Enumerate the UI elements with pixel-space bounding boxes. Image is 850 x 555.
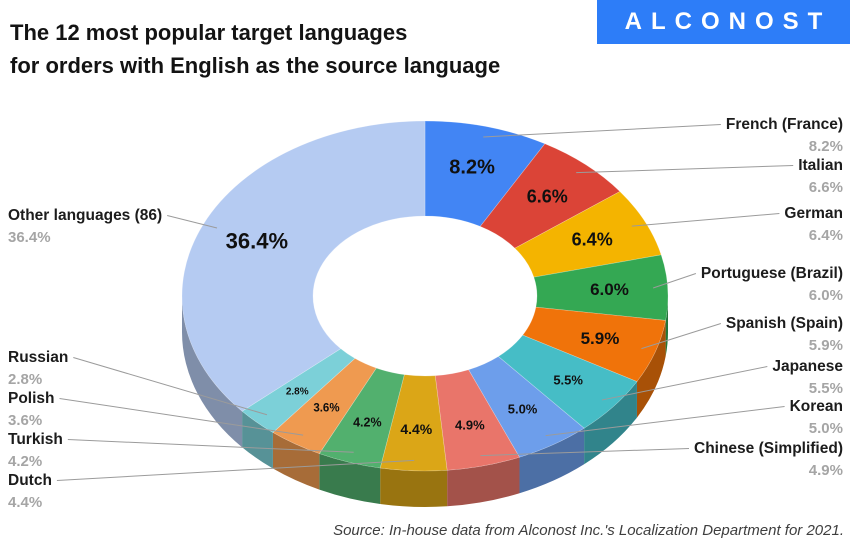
callout-name-japanese: Japanese: [772, 358, 843, 375]
callout-value-spanish-spain: 5.9%: [808, 337, 843, 354]
callout-line-japanese: [601, 366, 768, 401]
callout-value-french-france: 8.2%: [808, 138, 843, 155]
callout-name-polish: Polish: [8, 390, 55, 407]
slice-french-france: [424, 120, 546, 227]
callout-spanish-spain: Spanish (Spain) 5.9%: [726, 314, 843, 355]
callout-value-german: 6.4%: [808, 227, 843, 244]
callout-line-korean: [545, 406, 785, 437]
callout-name-italian: Italian: [798, 157, 843, 174]
callout-french-france: French (France) 8.2%: [726, 115, 843, 156]
callout-dutch: Dutch 4.4%: [8, 471, 52, 512]
slice-value-label-other-languages-86: 36.4%: [226, 229, 288, 254]
callout-chinese-simplified: Chinese (Simplified) 4.9%: [694, 439, 843, 480]
slice-wall-portuguese-brazil: [665, 296, 668, 357]
callout-name-russian: Russian: [8, 349, 69, 366]
slice-value-labels: 8.2% 6.6% 6.4% 6.0% 5.9% 5.5% 5.0% 4.9% 4.4% 4.2%…: [226, 156, 629, 436]
callout-value-dutch: 4.4%: [8, 494, 43, 511]
callout-value-russian: 2.8%: [8, 371, 43, 388]
callout-value-chinese-simplified: 4.9%: [808, 462, 843, 479]
callout-value-korean: 5.0%: [808, 420, 843, 437]
callout-name-chinese-simplified: Chinese (Simplified): [694, 440, 843, 457]
slice-wall-dutch: [380, 467, 448, 507]
slice-spanish-spain: [522, 306, 666, 382]
callout-lines: [56, 124, 794, 481]
callout-polish: Polish 3.6%: [8, 389, 55, 430]
callout-name-dutch: Dutch: [8, 472, 52, 489]
callout-german: German 6.4%: [784, 204, 843, 245]
donut-top-surface: [181, 120, 669, 472]
callout-value-japanese: 5.5%: [808, 380, 843, 397]
callout-line-dutch: [56, 459, 415, 481]
slice-value-label-turkish: 4.2%: [353, 415, 382, 429]
callout-value-italian: 6.6%: [808, 179, 843, 196]
source-note: Source: In-house data from Alconost Inc.…: [333, 522, 844, 539]
slice-value-label-russian: 2.8%: [286, 387, 309, 398]
slice-portuguese-brazil: [533, 254, 669, 321]
slice-value-label-chinese-simplified: 4.9%: [455, 418, 485, 433]
slice-italian: [479, 143, 621, 249]
slice-german: [514, 191, 662, 278]
callout-value-polish: 3.6%: [8, 412, 43, 429]
callout-value-portuguese-brazil: 6.0%: [808, 287, 843, 304]
slice-wall-russian: [242, 411, 273, 469]
callout-japanese: Japanese 5.5%: [772, 357, 843, 398]
slice-value-label-portuguese-brazil: 6.0%: [590, 280, 629, 299]
page-title-line-1: The 12 most popular target languages: [10, 20, 408, 45]
slice-value-label-korean: 5.0%: [508, 401, 538, 416]
slice-value-label-italian: 6.6%: [527, 186, 568, 206]
callout-line-turkish: [67, 439, 354, 453]
slice-value-label-german: 6.4%: [572, 230, 613, 250]
alconost-logo-text: ALCONOST: [624, 8, 832, 35]
callout-line-chinese-simplified: [480, 448, 690, 457]
slice-wall-other-languages-86: [182, 296, 243, 448]
slice-wall-polish: [272, 432, 320, 490]
callout-line-spanish-spain: [641, 323, 722, 350]
callout-line-german: [631, 213, 780, 227]
page-title-line-2: for orders with English as the source la…: [10, 53, 501, 78]
slice-wall-chinese-simplified: [447, 457, 520, 507]
slice-japanese: [497, 334, 638, 429]
callout-line-polish: [59, 398, 304, 436]
slice-wall-spanish-spain: [636, 320, 666, 418]
slice-chinese-simplified: [434, 369, 520, 471]
callout-russian: Russian 2.8%: [8, 348, 68, 389]
callout-value-turkish: 4.2%: [8, 453, 43, 470]
callout-name-other-languages-86: Other languages (86): [8, 207, 163, 224]
slice-other-languages-86: [181, 120, 426, 412]
callout-line-russian: [73, 357, 268, 416]
donut-side-walls: [182, 296, 668, 507]
alconost-logo: ALCONOST: [597, 0, 850, 44]
callout-line-french-france: [483, 124, 721, 138]
callout-value-other-languages-86: 36.4%: [8, 229, 51, 246]
slice-polish: [272, 358, 377, 454]
callout-line-portuguese-brazil: [652, 273, 697, 289]
callout-name-spanish-spain: Spanish (Spain): [725, 315, 843, 332]
callout-line-other-languages-86: [167, 215, 218, 229]
slice-wall-japanese: [584, 381, 637, 465]
callout-name-french-france: French (France): [725, 116, 843, 133]
callout-name-korean: Korean: [789, 398, 843, 415]
slice-value-label-polish: 3.6%: [313, 402, 339, 414]
slice-wall-turkish: [319, 453, 381, 504]
callout-portuguese-brazil: Portuguese (Brazil) 6.0%: [701, 264, 843, 305]
slice-value-label-spanish-spain: 5.9%: [581, 329, 620, 348]
callout-korean: Korean 5.0%: [790, 397, 843, 438]
slice-value-label-french-france: 8.2%: [449, 156, 495, 178]
callout-name-german: German: [784, 205, 843, 222]
callout-other-languages-86: Other languages (86) 36.4%: [8, 206, 162, 247]
slice-wall-korean: [519, 428, 585, 494]
callout-turkish: Turkish 4.2%: [8, 430, 63, 471]
slice-korean: [468, 356, 585, 458]
slice-value-label-japanese: 5.5%: [553, 373, 583, 388]
callout-name-turkish: Turkish: [8, 431, 63, 448]
slice-value-label-dutch: 4.4%: [400, 421, 432, 437]
page-title: The 12 most popular target languages for…: [10, 16, 500, 82]
callout-name-portuguese-brazil: Portuguese (Brazil): [700, 265, 843, 282]
callout-line-italian: [576, 165, 794, 174]
callout-italian: Italian 6.6%: [798, 156, 843, 197]
